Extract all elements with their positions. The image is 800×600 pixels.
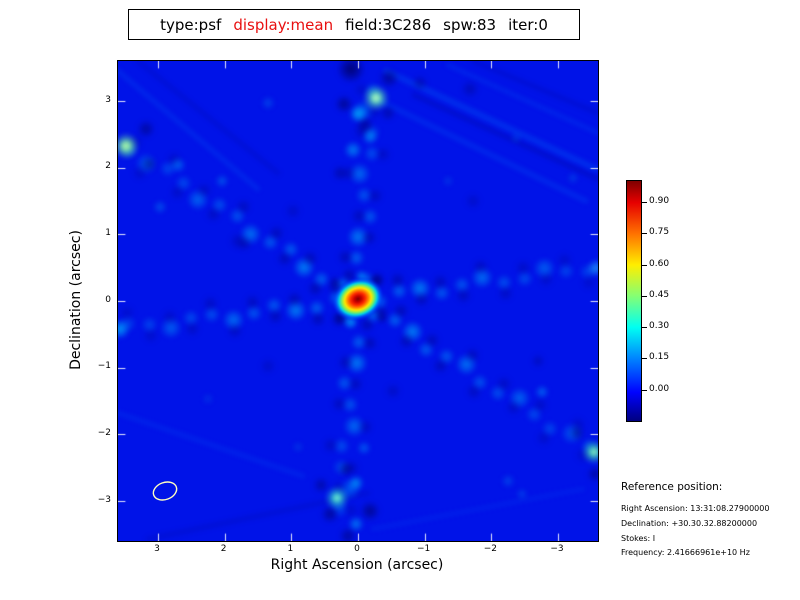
y-tick-label: −3 xyxy=(97,494,111,505)
y-tick-label: 0 xyxy=(105,294,111,305)
y-tick-label: −1 xyxy=(97,361,111,372)
colorbar-tick xyxy=(641,358,647,360)
x-tick-label: 3 xyxy=(154,544,160,554)
colorbar-tick xyxy=(641,233,647,235)
colorbar-gradient xyxy=(626,180,642,422)
x-tick-label: 2 xyxy=(220,544,227,554)
reference-line: Stokes: I xyxy=(621,533,656,543)
colorbar-tick xyxy=(641,202,647,204)
reference-line: Declination: +30.30.32.88200000 xyxy=(621,518,758,528)
x-tick-label: 0 xyxy=(354,544,360,554)
x-axis-label: Right Ascension (arcsec) xyxy=(270,557,444,573)
title-segment: iter:0 xyxy=(508,15,548,34)
x-tick-label: −2 xyxy=(483,544,497,554)
colorbar-tick xyxy=(641,389,647,391)
reference-heading: Reference position: xyxy=(621,481,723,493)
colorbar-tick-label: 0.00 xyxy=(649,383,670,394)
beam-ellipse xyxy=(152,481,178,501)
colorbar-tick-label: 0.90 xyxy=(649,196,670,207)
colorbar-tick xyxy=(641,295,647,297)
display-title-bar: type:psf display:mean field:3C286 spw:83 ite… xyxy=(128,9,580,40)
colorbar-tick-label: 0.15 xyxy=(649,352,670,363)
reference-line: Frequency: 2.41666961e+10 Hz xyxy=(621,548,750,558)
y-tick-label: 3 xyxy=(105,94,111,105)
x-tick-label: −1 xyxy=(417,544,431,554)
title-segment: type:psf xyxy=(160,15,222,34)
reference-line: Right Ascension: 13:31:08.27900000 xyxy=(621,504,770,513)
colorbar-tick xyxy=(641,327,647,329)
psf-raster-display[interactable] xyxy=(117,60,599,542)
colorbar-tick-label: 0.30 xyxy=(649,321,670,332)
x-tick-label: 1 xyxy=(287,544,294,554)
title-segment: field:3C286 xyxy=(345,15,432,34)
title-segment: display:mean xyxy=(233,15,334,34)
x-tick-label: −3 xyxy=(550,544,564,554)
colorbar-tick-label: 0.75 xyxy=(649,227,670,238)
y-tick-label: −2 xyxy=(97,427,111,438)
colorbar-tick-label: 0.45 xyxy=(649,289,670,300)
colorbar-tick xyxy=(641,264,647,266)
y-tick-label: 2 xyxy=(105,161,111,172)
title-segment: spw:83 xyxy=(443,15,497,34)
y-tick-label: 1 xyxy=(105,227,111,238)
colorbar-tick-label: 0.60 xyxy=(649,258,670,269)
